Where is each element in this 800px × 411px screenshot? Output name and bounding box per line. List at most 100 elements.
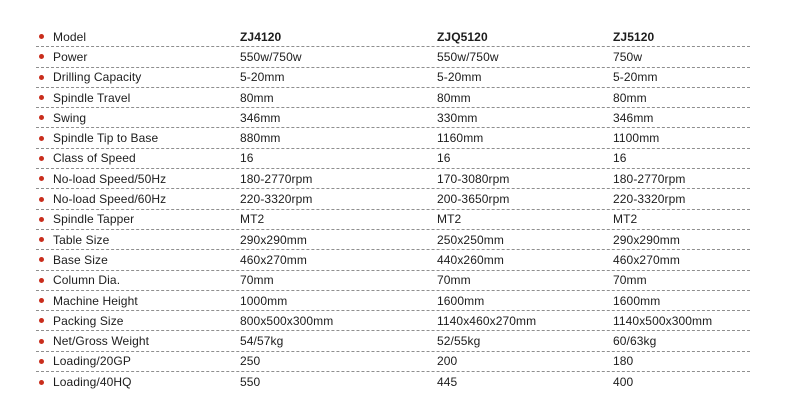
row-label: Swing [53, 110, 87, 125]
row-value: 70mm [240, 273, 274, 288]
row-value: 550 [240, 375, 261, 390]
bullet-icon [39, 358, 44, 364]
row-label-cell: Spindle Travel [36, 91, 240, 105]
table-row: Loading/20GP 250 200 180 [36, 352, 750, 373]
bullet-icon [39, 34, 44, 40]
table-row: Swing 346mm 330mm 346mm [36, 108, 750, 129]
row-label: Drilling Capacity [53, 70, 142, 85]
row-value: 1600mm [437, 293, 485, 308]
bullet-icon [39, 54, 44, 60]
row-label-cell: Column Dia. [36, 273, 240, 287]
row-label: Loading/20GP [53, 354, 131, 369]
row-label: Spindle Tip to Base [53, 131, 159, 146]
row-label: Packing Size [53, 313, 124, 328]
row-value: 346mm [613, 110, 654, 125]
row-label-cell: Machine Height [36, 294, 240, 308]
table-row: Power 550w/750w 550w/750w 750w [36, 47, 750, 68]
bullet-icon [39, 135, 44, 141]
row-value: 880mm [240, 131, 281, 146]
table-row: Loading/40HQ 550 445 400 [36, 372, 750, 392]
row-value: 445 [437, 375, 458, 390]
row-value: 800x500x300mm [240, 313, 334, 328]
table-row: Spindle Travel 80mm 80mm 80mm [36, 88, 750, 109]
bullet-icon [39, 196, 44, 202]
row-value: 54/57kg [240, 334, 284, 349]
model-name: ZJ4120 [240, 29, 282, 44]
row-label-cell: Class of Speed [36, 151, 240, 165]
row-label-cell: Model [36, 30, 240, 44]
table-row: Net/Gross Weight 54/57kg 52/55kg 60/63kg [36, 331, 750, 352]
row-value: 52/55kg [437, 334, 481, 349]
row-label: Model [53, 29, 87, 44]
row-value: 1160mm [437, 131, 484, 146]
row-value: MT2 [437, 212, 462, 227]
row-value: 330mm [437, 110, 478, 125]
row-value: 16 [437, 151, 451, 166]
table-row: Packing Size 800x500x300mm 1140x460x270mm 1… [36, 311, 750, 332]
row-value: 460x270mm [613, 252, 680, 267]
row-label-cell: Power [36, 50, 240, 64]
row-label-cell: Loading/20GP [36, 354, 240, 368]
row-label-cell: Loading/40HQ [36, 375, 240, 389]
row-label: Base Size [53, 252, 108, 267]
table-row: Spindle Tip to Base 880mm 1160mm 1100mm [36, 128, 750, 149]
bullet-icon [39, 318, 44, 324]
row-value: 200 [437, 354, 458, 369]
row-label-cell: Base Size [36, 253, 240, 267]
row-value: 1140x460x270mm [437, 313, 537, 328]
bullet-icon [39, 298, 44, 303]
specification-table: Model ZJ4120 ZJQ5120 ZJ5120 Power 550w/750w 55… [36, 27, 750, 392]
row-value: 460x270mm [240, 252, 307, 267]
row-label: Spindle Tapper [53, 212, 135, 227]
row-label: Loading/40HQ [53, 375, 132, 390]
row-label: Column Dia. [53, 273, 121, 288]
row-value: 400 [613, 375, 634, 390]
row-value: 5-20mm [437, 70, 482, 85]
row-value: 250x250mm [437, 232, 504, 247]
table-row: Class of Speed 16 16 16 [36, 149, 750, 170]
row-label: No-load Speed/50Hz [53, 171, 167, 186]
bullet-icon [39, 257, 44, 263]
table-row: Table Size 290x290mm 250x250mm 290x290mm [36, 230, 750, 251]
row-label-cell: Spindle Tapper [36, 212, 240, 226]
table-row: Column Dia. 70mm 70mm 70mm [36, 271, 750, 291]
row-value: 180 [613, 354, 634, 369]
row-label: Machine Height [53, 293, 138, 308]
row-value: 200-3650rpm [437, 192, 510, 207]
row-value: MT2 [240, 212, 265, 227]
row-label-cell: Swing [36, 111, 240, 125]
row-value: 750w [613, 49, 643, 64]
row-value: 346mm [240, 110, 281, 125]
row-value: 80mm [613, 90, 647, 105]
row-value: 70mm [613, 273, 647, 288]
bullet-icon [39, 155, 44, 161]
row-value: 180-2770rpm [240, 171, 313, 186]
bullet-icon [39, 237, 44, 243]
row-label-cell: Spindle Tip to Base [36, 131, 240, 145]
row-value: 70mm [437, 273, 471, 288]
table-row: Model ZJ4120 ZJQ5120 ZJ5120 [36, 27, 750, 48]
bullet-icon [39, 95, 44, 101]
row-value: 1600mm [613, 293, 661, 308]
table-row: Base Size 460x270mm 440x260mm 460x270mm [36, 250, 750, 271]
table-row: Spindle Tapper MT2 MT2 MT2 [36, 210, 750, 230]
row-label-cell: No-load Speed/60Hz [36, 192, 240, 206]
row-label-cell: Table Size [36, 233, 240, 247]
row-value: 170-3080rpm [437, 171, 510, 186]
row-value: 80mm [240, 90, 274, 105]
row-label: Power [53, 49, 88, 64]
row-label: Net/Gross Weight [53, 334, 150, 349]
row-label: Table Size [53, 232, 110, 247]
row-value: 1140x500x300mm [613, 313, 713, 328]
row-label: Class of Speed [53, 151, 136, 166]
row-value: 290x290mm [240, 232, 307, 247]
bullet-icon [39, 338, 44, 344]
row-value: 5-20mm [240, 70, 285, 85]
row-value: 290x290mm [613, 232, 680, 247]
row-value: 16 [240, 151, 254, 166]
bullet-icon [39, 277, 44, 283]
row-value: 550w/750w [240, 49, 302, 64]
row-label: No-load Speed/60Hz [53, 192, 167, 207]
bullet-icon [39, 115, 44, 121]
row-value: 180-2770rpm [613, 171, 686, 186]
